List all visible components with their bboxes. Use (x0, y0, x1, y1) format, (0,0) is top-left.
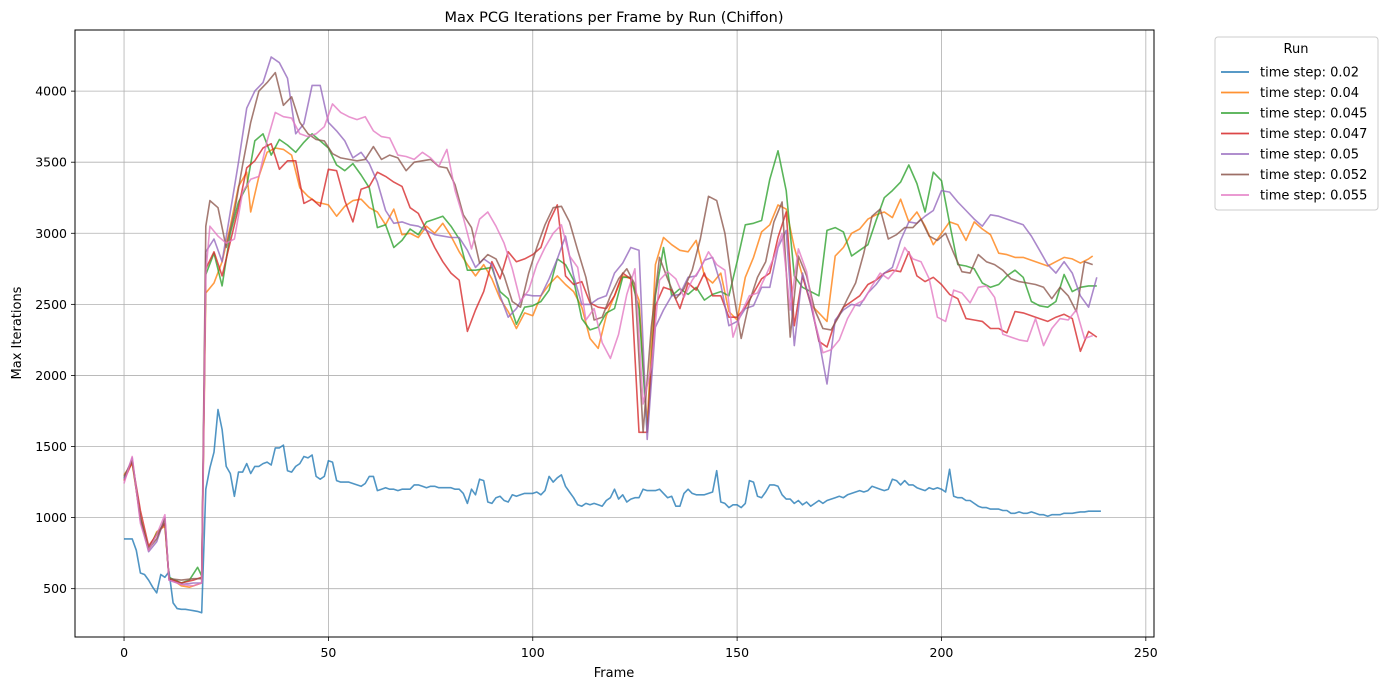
plot-frame (74, 29, 1155, 638)
series-layer (123, 56, 1101, 614)
legend-entry-0: time step: 0.02 (1260, 66, 1359, 81)
x-tick-label: 200 (930, 645, 954, 660)
legend-box (1214, 36, 1379, 211)
x-tick-label: 150 (725, 645, 749, 660)
y-tick-label: 3500 (35, 155, 67, 170)
legend-entry-3: time step: 0.047 (1260, 127, 1367, 142)
legend-entry-6: time step: 0.055 (1260, 189, 1367, 204)
x-axis: 0 50 100 150 200 250 (120, 637, 1158, 660)
series-line-1 (123, 147, 1094, 588)
series-line-2 (123, 133, 1097, 584)
legend-entry-4: time step: 0.05 (1260, 148, 1359, 163)
series-line-0 (124, 408, 1101, 614)
x-tick-label: 0 (120, 645, 128, 660)
y-tick-label: 1000 (35, 510, 67, 525)
x-axis-label: Frame (594, 666, 635, 681)
y-tick-label: 3000 (35, 226, 67, 241)
series-line-5 (123, 71, 1093, 581)
x-tick-label: 50 (320, 645, 336, 660)
series-line-6 (123, 103, 1093, 587)
series-line-4 (123, 56, 1098, 586)
y-axis: 500 1000 1500 2000 2500 3000 3500 4000 (35, 84, 75, 596)
x-tick-label: 250 (1134, 645, 1158, 660)
legend-title: Run (1284, 42, 1309, 57)
grid (75, 30, 1154, 637)
legend-entry-1: time step: 0.04 (1260, 86, 1359, 101)
y-tick-label: 2000 (35, 368, 67, 383)
y-tick-label: 500 (43, 581, 67, 596)
y-tick-label: 2500 (35, 297, 67, 312)
legend: Run time step: 0.02 time step: 0.04 time s… (1214, 36, 1379, 211)
y-axis-label: Max Iterations (10, 286, 25, 379)
y-tick-label: 1500 (35, 439, 67, 454)
x-tick-label: 100 (521, 645, 545, 660)
y-tick-label: 4000 (35, 84, 67, 99)
series-line-3 (123, 142, 1098, 584)
legend-entry-2: time step: 0.045 (1260, 107, 1367, 122)
chart-title: Max PCG Iterations per Frame by Run (Chi… (445, 10, 784, 26)
legend-entry-5: time step: 0.052 (1260, 168, 1367, 183)
